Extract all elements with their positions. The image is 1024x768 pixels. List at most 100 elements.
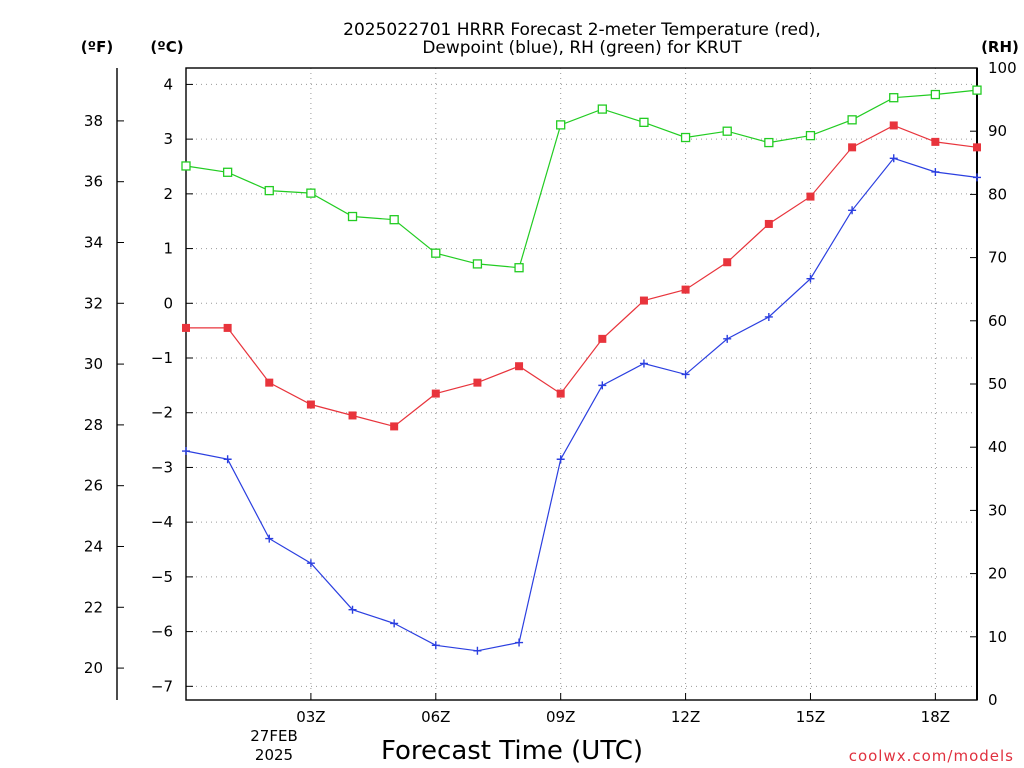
dewpoint-point [931, 167, 940, 176]
rh-point [181, 161, 191, 171]
dewpoint-point [223, 455, 232, 464]
rh-point [930, 89, 941, 100]
chart-title-line-1: 2025022701 HRRR Forecast 2-meter Tempera… [343, 20, 821, 40]
plot-frame [185, 67, 978, 701]
temperature-line [186, 124, 978, 428]
rh-point [389, 215, 399, 225]
rh-point [764, 137, 774, 148]
rh-tick-label: 20 [988, 565, 1007, 583]
dewpoint-point [639, 359, 648, 368]
dewpoint-point [973, 173, 981, 182]
date-label-year: 2025 [255, 746, 293, 764]
temperature-point [556, 389, 565, 398]
fahrenheit-tick-label: 32 [84, 294, 103, 312]
fahrenheit-tick-label: 26 [84, 477, 103, 495]
rh-point [597, 104, 607, 114]
temperature-point [681, 285, 690, 294]
source-credit: coolwx.com/models [849, 747, 1014, 765]
fahrenheit-tick-label: 22 [84, 598, 103, 616]
celsius-tick-label: −6 [151, 623, 173, 641]
celsius-tick-label: −2 [151, 404, 173, 422]
dewpoint-point [848, 206, 857, 215]
dewpoint-point [265, 534, 274, 543]
dewpoint-point [348, 605, 357, 614]
temperature-point [473, 378, 482, 387]
celsius-tick-label: −5 [151, 568, 173, 586]
rh-point [639, 117, 649, 128]
rh-unit-label: (RH) [981, 38, 1019, 56]
rh-point [347, 211, 358, 222]
rh-tick-label: 70 [988, 249, 1007, 267]
temperature-point [306, 400, 315, 409]
dewpoint-point [182, 447, 190, 456]
celsius-tick-label: 3 [163, 130, 173, 148]
rh-point [722, 126, 732, 136]
celsius-tick-label: −4 [151, 513, 173, 531]
rh-point [431, 248, 441, 258]
fahrenheit-unit-label: (ºF) [81, 38, 113, 56]
dewpoint-line [185, 157, 978, 652]
temperature-point [348, 411, 357, 420]
rh-point [222, 167, 233, 177]
dewpoint-point [515, 638, 524, 647]
rh-point [972, 85, 982, 95]
fahrenheit-tick-label: 20 [84, 659, 103, 677]
celsius-tick-label: −3 [151, 458, 173, 476]
rh-line [185, 89, 978, 269]
x-tick-label: 15Z [796, 708, 825, 726]
x-tick-label: 09Z [546, 708, 575, 726]
rh-point [805, 130, 816, 141]
temperature-point [973, 143, 981, 152]
rh-point [556, 120, 566, 130]
rh-tick-label: 10 [988, 628, 1007, 646]
dewpoint-point [889, 154, 898, 163]
celsius-unit-label: (ºC) [150, 38, 183, 56]
celsius-tick-label: −1 [151, 349, 173, 367]
temperature-point [390, 422, 399, 431]
tick-labels: −7−6−5−4−3−2−101234202224262830323436380… [84, 59, 1017, 726]
celsius-tick-label: 0 [163, 294, 173, 312]
fahrenheit-tick-label: 36 [84, 173, 103, 191]
axes [116, 67, 978, 701]
rh-tick-label: 0 [988, 691, 998, 709]
temperature-point [931, 137, 940, 146]
temperature-point [723, 258, 732, 267]
temperature-point [889, 121, 898, 130]
x-tick-label: 12Z [671, 708, 700, 726]
temperature-point [848, 143, 857, 152]
fahrenheit-tick-label: 30 [84, 355, 103, 373]
celsius-tick-label: 4 [163, 75, 173, 93]
x-axis-title: Forecast Time (UTC) [381, 736, 643, 766]
dewpoint-point [598, 381, 607, 390]
x-tick-label: 18Z [921, 708, 950, 726]
rh-tick-label: 30 [988, 501, 1007, 519]
celsius-tick-label: 1 [163, 240, 173, 258]
temperature-point [598, 334, 607, 343]
x-tick-label: 06Z [421, 708, 450, 726]
rh-tick-label: 80 [988, 185, 1007, 203]
rh-tick-label: 100 [988, 59, 1017, 77]
dewpoint-point [431, 641, 440, 650]
temperature-point [182, 323, 190, 332]
celsius-tick-label: 2 [163, 185, 173, 203]
fahrenheit-tick-label: 24 [84, 537, 103, 555]
fahrenheit-tick-label: 34 [84, 233, 103, 251]
dewpoint-point [473, 646, 482, 655]
rh-point [680, 132, 691, 143]
celsius-tick-label: −7 [151, 677, 173, 695]
dewpoint-point [764, 312, 773, 321]
temperature-point [515, 362, 524, 371]
dewpoint-point [306, 559, 315, 568]
dewpoint-point [390, 619, 399, 628]
rh-point [264, 185, 274, 196]
rh-point [306, 188, 316, 198]
date-label-day: 27FEB [250, 727, 297, 745]
rh-point [889, 93, 899, 103]
rh-tick-label: 60 [988, 312, 1007, 330]
temperature-point [265, 378, 274, 387]
rh-tick-label: 90 [988, 122, 1007, 140]
rh-point [472, 259, 483, 269]
rh-point [514, 263, 524, 273]
dewpoint-point [681, 370, 690, 379]
rh-point [847, 115, 857, 125]
